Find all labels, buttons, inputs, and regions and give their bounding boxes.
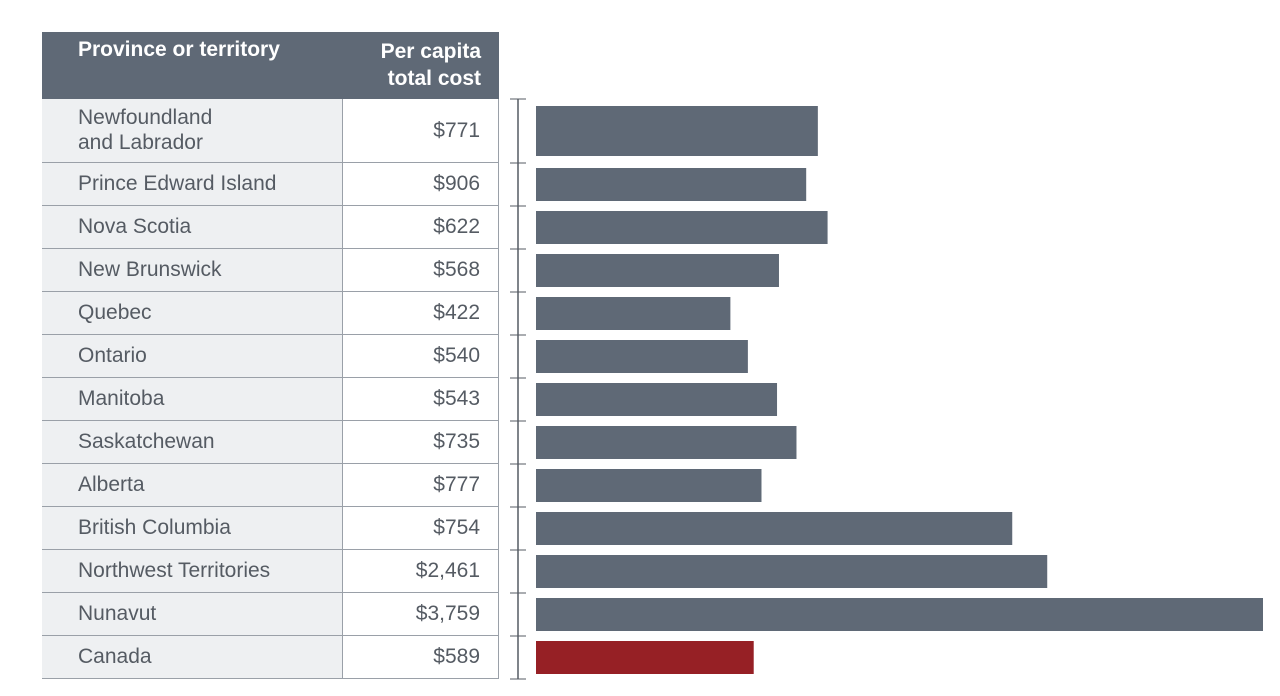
table-row: British Columbia $754 <box>42 507 499 550</box>
table-row: New Brunswick $568 <box>42 249 499 292</box>
region-name: Northwest Territories <box>42 550 342 592</box>
bar <box>536 512 1013 545</box>
table-row: Northwest Territories $2,461 <box>42 550 499 593</box>
region-name: Nova Scotia <box>42 206 342 248</box>
cost-value: $771 <box>342 99 499 162</box>
table-row: Alberta $777 <box>42 464 499 507</box>
cost-value: $735 <box>342 421 499 463</box>
cost-value: $543 <box>342 378 499 420</box>
cost-value: $422 <box>342 292 499 334</box>
table-row: Manitoba $543 <box>42 378 499 421</box>
table-row: Nunavut $3,759 <box>42 593 499 636</box>
bar-highlight <box>536 641 754 674</box>
table-header: Province or territory Per capita total c… <box>42 32 499 99</box>
cost-value: $3,759 <box>342 593 499 635</box>
region-name: Manitoba <box>42 378 342 420</box>
bar <box>536 297 731 330</box>
cost-value: $777 <box>342 464 499 506</box>
bar <box>536 340 748 373</box>
bar <box>536 211 828 244</box>
column-header-cost: Per capita total cost <box>380 40 481 91</box>
table-row: Nova Scotia $622 <box>42 206 499 249</box>
bar <box>536 106 818 156</box>
table-row: Quebec $422 <box>42 292 499 335</box>
cost-value: $754 <box>342 507 499 549</box>
cost-value: $622 <box>342 206 499 248</box>
region-name: Quebec <box>42 292 342 334</box>
data-table: Province or territory Per capita total c… <box>42 32 499 679</box>
region-name: Nunavut <box>42 593 342 635</box>
table-row: Prince Edward Island $906 <box>42 163 499 206</box>
bar <box>536 426 797 459</box>
region-name: Newfoundland and Labrador <box>42 99 342 162</box>
region-name: Canada <box>42 636 342 678</box>
table-body: Newfoundland and Labrador $771 Prince Edwa… <box>42 99 499 679</box>
region-name: Saskatchewan <box>42 421 342 463</box>
column-header-province: Province or territory <box>78 38 280 61</box>
bar <box>536 469 762 502</box>
cost-value: $540 <box>342 335 499 377</box>
bar <box>536 254 779 287</box>
region-name: Prince Edward Island <box>42 163 342 205</box>
bar <box>536 555 1048 588</box>
table-row: Ontario $540 <box>42 335 499 378</box>
region-name: Alberta <box>42 464 342 506</box>
cost-value: $589 <box>342 636 499 678</box>
table-row: Saskatchewan $735 <box>42 421 499 464</box>
region-name: British Columbia <box>42 507 342 549</box>
table-row: Canada $589 <box>42 636 499 679</box>
bar <box>536 168 807 201</box>
cost-value: $906 <box>342 163 499 205</box>
region-name: Ontario <box>42 335 342 377</box>
bar <box>536 598 1263 631</box>
bar <box>536 383 778 416</box>
cost-value: $2,461 <box>342 550 499 592</box>
region-name: New Brunswick <box>42 249 342 291</box>
table-row: Newfoundland and Labrador $771 <box>42 99 499 163</box>
cost-value: $568 <box>342 249 499 291</box>
